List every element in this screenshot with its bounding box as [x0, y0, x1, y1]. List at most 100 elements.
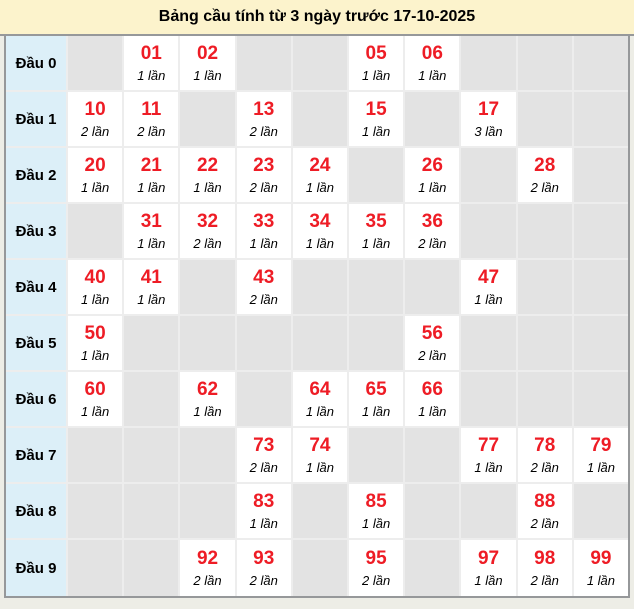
number-cell-28: 28 2 lần: [517, 148, 574, 204]
cell-number: 13: [253, 99, 275, 120]
cell-count: 1 lần: [305, 236, 335, 251]
cell-count: 1 lần: [362, 404, 391, 419]
empty-cell: [68, 540, 125, 596]
table-row: Đầu 0 01 1 lần 02 1 lần 05 1 lần 06 1 lần: [6, 36, 629, 92]
cell-number: 56: [421, 323, 443, 344]
cell-count: 1 lần: [418, 404, 447, 419]
empty-cell: [292, 316, 350, 372]
cell-number: 95: [365, 548, 387, 569]
empty-cell: [517, 204, 574, 260]
empty-cell: [292, 260, 350, 316]
cell-number: 77: [477, 435, 500, 456]
empty-cell: [124, 372, 181, 428]
empty-cell: [461, 316, 518, 372]
empty-cell: [124, 428, 181, 484]
row-label: Đầu 7: [6, 428, 68, 484]
empty-cell: [292, 484, 350, 540]
row-label: Đầu 1: [6, 92, 68, 148]
cell-count: 2 lần: [81, 124, 110, 139]
empty-cell: [68, 204, 125, 260]
empty-cell: [461, 484, 518, 540]
empty-cell: [292, 92, 350, 148]
empty-cell: [68, 36, 125, 92]
cell-count: 1 lần: [586, 460, 616, 475]
number-cell-85: 85 1 lần: [349, 484, 406, 540]
empty-cell: [349, 260, 406, 316]
cell-count: 2 lần: [418, 236, 447, 251]
cell-count: 1 lần: [305, 404, 335, 419]
cell-number: 73: [253, 435, 275, 456]
number-cell-22: 22 1 lần: [180, 148, 237, 204]
empty-cell: [349, 428, 406, 484]
cell-count: 1 lần: [474, 460, 503, 475]
cell-number: 17: [477, 99, 500, 120]
cell-number: 06: [421, 43, 443, 64]
table-row: Đầu 7 73 2 lần 74 1 lần 77 1 lần 78 2 lần 79 1 lần: [6, 428, 629, 484]
empty-cell: [68, 484, 125, 540]
row-label: Đầu 6: [6, 372, 68, 428]
cell-count: 2 lần: [530, 516, 559, 531]
empty-cell: [573, 92, 629, 148]
empty-cell: [292, 36, 350, 92]
cell-count: 1 lần: [193, 404, 222, 419]
number-cell-06: 06 1 lần: [405, 36, 462, 92]
number-cell-32: 32 2 lần: [180, 204, 237, 260]
empty-cell: [405, 540, 462, 596]
empty-cell: [180, 316, 237, 372]
number-cell-62: 62 1 lần: [180, 372, 237, 428]
empty-cell: [292, 540, 350, 596]
empty-cell: [124, 540, 181, 596]
number-cell-95: 95 2 lần: [349, 540, 406, 596]
page-title: Bảng cầu tính từ 3 ngày trước 17-10-2025: [0, 0, 634, 36]
cell-number: 32: [196, 211, 219, 232]
number-cell-73: 73 2 lần: [236, 428, 293, 484]
cell-number: 93: [253, 548, 275, 569]
number-cell-50: 50 1 lần: [68, 316, 125, 372]
cell-count: 1 lần: [362, 124, 391, 139]
cell-number: 26: [421, 155, 443, 176]
cell-number: 01: [140, 43, 162, 64]
empty-cell: [405, 260, 462, 316]
number-cell-98: 98 2 lần: [517, 540, 574, 596]
cell-number: 78: [534, 435, 556, 456]
number-cell-79: 79 1 lần: [573, 428, 629, 484]
number-cell-24: 24 1 lần: [292, 148, 350, 204]
empty-cell: [517, 372, 574, 428]
empty-cell: [517, 316, 574, 372]
cell-count: 1 lần: [137, 68, 166, 83]
number-cell-21: 21 1 lần: [124, 148, 181, 204]
row-label: Đầu 2: [6, 148, 68, 204]
cell-count: 2 lần: [249, 180, 278, 195]
empty-cell: [236, 36, 293, 92]
cell-count: 2 lần: [249, 460, 278, 475]
number-cell-66: 66 1 lần: [405, 372, 462, 428]
row-label: Đầu 0: [6, 36, 68, 92]
cell-number: 33: [253, 211, 275, 232]
number-cell-47: 47 1 lần: [461, 260, 518, 316]
number-cell-01: 01 1 lần: [124, 36, 181, 92]
cell-number: 24: [309, 155, 331, 176]
cell-count: 2 lần: [530, 460, 559, 475]
empty-cell: [180, 260, 237, 316]
table-row: Đầu 8 83 1 lần 85 1 lần 88 2 lần: [6, 484, 629, 540]
cell-number: 31: [140, 211, 162, 232]
empty-cell: [124, 484, 181, 540]
cell-number: 41: [140, 267, 162, 288]
table-row: Đầu 5 50 1 lần 56 2 lần: [6, 316, 629, 372]
cell-number: 11: [141, 99, 162, 120]
empty-cell: [517, 92, 574, 148]
empty-cell: [461, 148, 518, 204]
table-row: Đầu 9 92 2 lần 93 2 lần 95 2 lần 97 1 lần 98 2 lần…: [6, 540, 629, 596]
empty-cell: [349, 148, 406, 204]
number-cell-60: 60 1 lần: [68, 372, 125, 428]
empty-cell: [573, 204, 629, 260]
cell-count: 2 lần: [530, 573, 559, 588]
number-cell-65: 65 1 lần: [349, 372, 406, 428]
number-cell-43: 43 2 lần: [236, 260, 293, 316]
cell-number: 65: [365, 379, 387, 400]
row-label: Đầu 3: [6, 204, 68, 260]
number-cell-23: 23 2 lần: [236, 148, 293, 204]
number-cell-10: 10 2 lần: [68, 92, 125, 148]
cell-count: 1 lần: [586, 573, 616, 588]
cell-number: 83: [253, 491, 275, 512]
